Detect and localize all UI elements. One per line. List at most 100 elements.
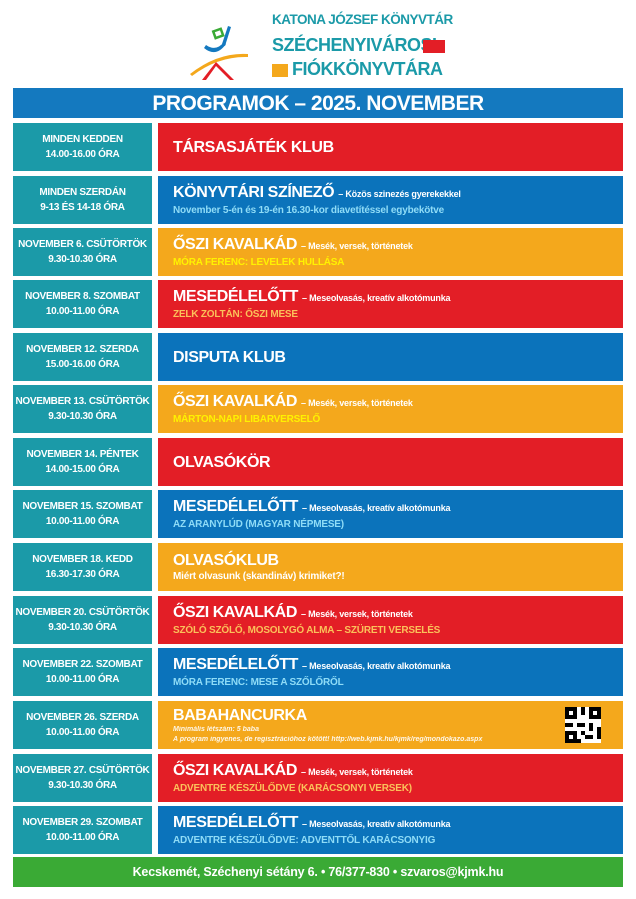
event-title-line: ŐSZI KAVALKÁD – Mesék, versek, története… — [173, 392, 623, 413]
event-date: NOVEMBER 27. CSÜTÖRTÖK 9.30-10.30 ÓRA — [13, 754, 152, 802]
event-title: KÖNYVTÁRI SZÍNEZŐ — [173, 183, 335, 201]
logo-line-1: KATONA JÓZSEF KÖNYVTÁR — [272, 12, 453, 27]
event-time: 10.00-11.00 ÓRA — [45, 306, 120, 317]
event-day: MINDEN SZERDÁN — [39, 187, 126, 198]
event-day: NOVEMBER 15. SZOMBAT — [22, 501, 143, 512]
logo-line-2: SZÉCHENYIVÁROSI — [272, 35, 437, 55]
event-date: NOVEMBER 14. PÉNTEK 14.00-15.00 ÓRA — [13, 438, 152, 486]
event-details: MESEDÉLELŐTT – Meseolvasás, kreatív alko… — [158, 648, 623, 696]
library-logo: KATONA JÓZSEF KÖNYVTÁR SZÉCHENYIVÁROSI F… — [188, 10, 458, 84]
event-note: Minimális létszám: 5 baba — [173, 725, 259, 733]
event-title-line: BABAHANCURKA — [173, 706, 623, 725]
event-details: ŐSZI KAVALKÁD – Mesék, versek, története… — [158, 596, 623, 644]
event-row: MINDEN SZERDÁN 9-13 ÉS 14-18 ÓRA KÖNYVTÁRI… — [13, 176, 623, 224]
event-description: – Közös szinezés gyerekekkel — [338, 188, 461, 199]
event-details: TÁRSASJÁTÉK KLUB — [158, 123, 623, 171]
event-time: 9.30-10.30 ÓRA — [48, 411, 117, 422]
event-time: 10.00-11.00 ÓRA — [45, 674, 120, 685]
event-title-line: OLVASÓKLUB — [173, 551, 623, 570]
event-description: – Meseolvasás, kreatív alkotómunka — [302, 818, 451, 829]
event-row: NOVEMBER 18. KEDD 16.30-17.30 ÓRA OLVASÓKL… — [13, 543, 623, 591]
logo-line-3: FIÓKKÖNYVTÁRA — [292, 59, 443, 79]
event-details: ŐSZI KAVALKÁD – Mesék, versek, története… — [158, 385, 623, 433]
event-details: ŐSZI KAVALKÁD – Mesék, versek, története… — [158, 228, 623, 276]
event-title: OLVASÓKÖR — [173, 453, 271, 471]
event-day: MINDEN KEDDEN — [42, 134, 123, 145]
event-date: NOVEMBER 6. CSÜTÖRTÖK 9.30-10.30 ÓRA — [13, 228, 152, 276]
event-title: MESEDÉLELŐTT — [173, 813, 298, 831]
event-details: KÖNYVTÁRI SZÍNEZŐ – Közös szinezés gyere… — [158, 176, 623, 224]
event-date: NOVEMBER 12. SZERDA 15.00-16.00 ÓRA — [13, 333, 152, 381]
event-title-line: ŐSZI KAVALKÁD – Mesék, versek, története… — [173, 603, 623, 624]
event-row: NOVEMBER 6. CSÜTÖRTÖK 9.30-10.30 ÓRA ŐSZI … — [13, 228, 623, 276]
event-details: DISPUTA KLUB — [158, 333, 623, 381]
event-title: ŐSZI KAVALKÁD — [173, 392, 297, 410]
event-title: TÁRSASJÁTÉK KLUB — [173, 138, 334, 156]
event-row: NOVEMBER 26. SZERDA 10.00-11.00 ÓRA BABAHA… — [13, 701, 623, 749]
event-details: BABAHANCURKA Minimális létszám: 5 baba A p… — [158, 701, 623, 749]
event-day: NOVEMBER 14. PÉNTEK — [26, 449, 139, 460]
event-row: NOVEMBER 14. PÉNTEK 14.00-15.00 ÓRA OLVASÓ… — [13, 438, 623, 486]
event-subtitle: November 5-én és 19-én 16.30-kor diavetí… — [173, 204, 444, 216]
event-time: 9.30-10.30 ÓRA — [48, 780, 117, 791]
event-time: 15.00-16.00 ÓRA — [45, 359, 120, 370]
logo-figure-icon — [190, 26, 248, 80]
event-details: OLVASÓKLUB Miért olvasunk (skandináv) kri… — [158, 543, 623, 591]
event-description: – Meseolvasás, kreatív alkotómunka — [302, 292, 451, 303]
event-row: NOVEMBER 13. CSÜTÖRTÖK 9.30-10.30 ÓRA ŐSZI… — [13, 385, 623, 433]
event-time: 9-13 ÉS 14-18 ÓRA — [40, 202, 125, 213]
event-description: – Mesék, versek, történetek — [301, 766, 413, 777]
event-note: A program ingyenes, de regisztrációhoz k… — [173, 735, 483, 743]
event-row: NOVEMBER 27. CSÜTÖRTÖK 9.30-10.30 ÓRA ŐSZI… — [13, 754, 623, 802]
event-time: 10.00-11.00 ÓRA — [45, 727, 120, 738]
event-title: MESEDÉLELŐTT — [173, 655, 298, 673]
event-details: ŐSZI KAVALKÁD – Mesék, versek, története… — [158, 754, 623, 802]
event-title-line: MESEDÉLELŐTT – Meseolvasás, kreatív alko… — [173, 655, 623, 676]
event-time: 9.30-10.30 ÓRA — [48, 254, 117, 265]
event-day: NOVEMBER 26. SZERDA — [26, 712, 139, 723]
event-description: – Mesék, versek, történetek — [301, 397, 413, 408]
event-title-line: ŐSZI KAVALKÁD – Mesék, versek, története… — [173, 235, 623, 256]
event-date: NOVEMBER 20. CSÜTÖRTÖK 9.30-10.30 ÓRA — [13, 596, 152, 644]
event-day: NOVEMBER 20. CSÜTÖRTÖK — [15, 607, 150, 618]
event-title: MESEDÉLELŐTT — [173, 287, 298, 305]
event-title: DISPUTA KLUB — [173, 348, 286, 366]
event-title-line: MESEDÉLELŐTT – Meseolvasás, kreatív alko… — [173, 497, 623, 518]
event-title: ŐSZI KAVALKÁD — [173, 235, 297, 253]
qr-code-icon[interactable] — [565, 707, 601, 743]
event-date: NOVEMBER 29. SZOMBAT 10.00-11.00 ÓRA — [13, 806, 152, 854]
event-title-line: MESEDÉLELŐTT – Meseolvasás, kreatív alko… — [173, 813, 623, 834]
event-details: MESEDÉLELŐTT – Meseolvasás, kreatív alko… — [158, 490, 623, 538]
logo-red-square — [423, 40, 445, 53]
event-day: NOVEMBER 13. CSÜTÖRTÖK — [15, 396, 150, 407]
event-description: – Mesék, versek, történetek — [301, 608, 413, 619]
event-day: NOVEMBER 12. SZERDA — [26, 344, 139, 355]
event-row: NOVEMBER 22. SZOMBAT 10.00-11.00 ÓRA MESED… — [13, 648, 623, 696]
event-date: NOVEMBER 18. KEDD 16.30-17.30 ÓRA — [13, 543, 152, 591]
event-day: NOVEMBER 18. KEDD — [32, 554, 133, 565]
event-title: MESEDÉLELŐTT — [173, 497, 298, 515]
event-title: BABAHANCURKA — [173, 706, 307, 724]
event-time: 14.00-15.00 ÓRA — [45, 464, 120, 475]
event-subtitle: AZ ARANYLÚD (MAGYAR NÉPMESE) — [173, 518, 344, 530]
event-subtitle: ZELK ZOLTÁN: ŐSZI MESE — [173, 308, 298, 320]
event-description: – Meseolvasás, kreatív alkotómunka — [302, 502, 451, 513]
event-details: MESEDÉLELŐTT – Meseolvasás, kreatív alko… — [158, 280, 623, 328]
event-subtitle: MÓRA FERENC: LEVELEK HULLÁSA — [173, 256, 345, 268]
event-time: 16.30-17.30 ÓRA — [45, 569, 120, 580]
event-title: ŐSZI KAVALKÁD — [173, 761, 297, 779]
event-subtitle: MÁRTON-NAPI LIBARVERSELŐ — [173, 413, 321, 425]
event-row: NOVEMBER 15. SZOMBAT 10.00-11.00 ÓRA MESED… — [13, 490, 623, 538]
event-row: MINDEN KEDDEN 14.00-16.00 ÓRA TÁRSASJÁTÉK … — [13, 123, 623, 171]
event-description: – Mesék, versek, történetek — [301, 240, 413, 251]
logo-orange-square — [272, 64, 288, 77]
event-day: NOVEMBER 27. CSÜTÖRTÖK — [15, 765, 150, 776]
event-time: 10.00-11.00 ÓRA — [45, 832, 120, 843]
event-time: 14.00-16.00 ÓRA — [45, 149, 120, 160]
event-date: NOVEMBER 13. CSÜTÖRTÖK 9.30-10.30 ÓRA — [13, 385, 152, 433]
contact-footer: Kecskemét, Széchenyi sétány 6. • 76/377-… — [13, 857, 623, 887]
event-title: OLVASÓKLUB — [173, 551, 279, 569]
event-subtitle: Miért olvasunk (skandináv) krimiket?! — [173, 570, 345, 582]
event-row: NOVEMBER 8. SZOMBAT 10.00-11.00 ÓRA MESEDÉ… — [13, 280, 623, 328]
event-time: 9.30-10.30 ÓRA — [48, 622, 117, 633]
